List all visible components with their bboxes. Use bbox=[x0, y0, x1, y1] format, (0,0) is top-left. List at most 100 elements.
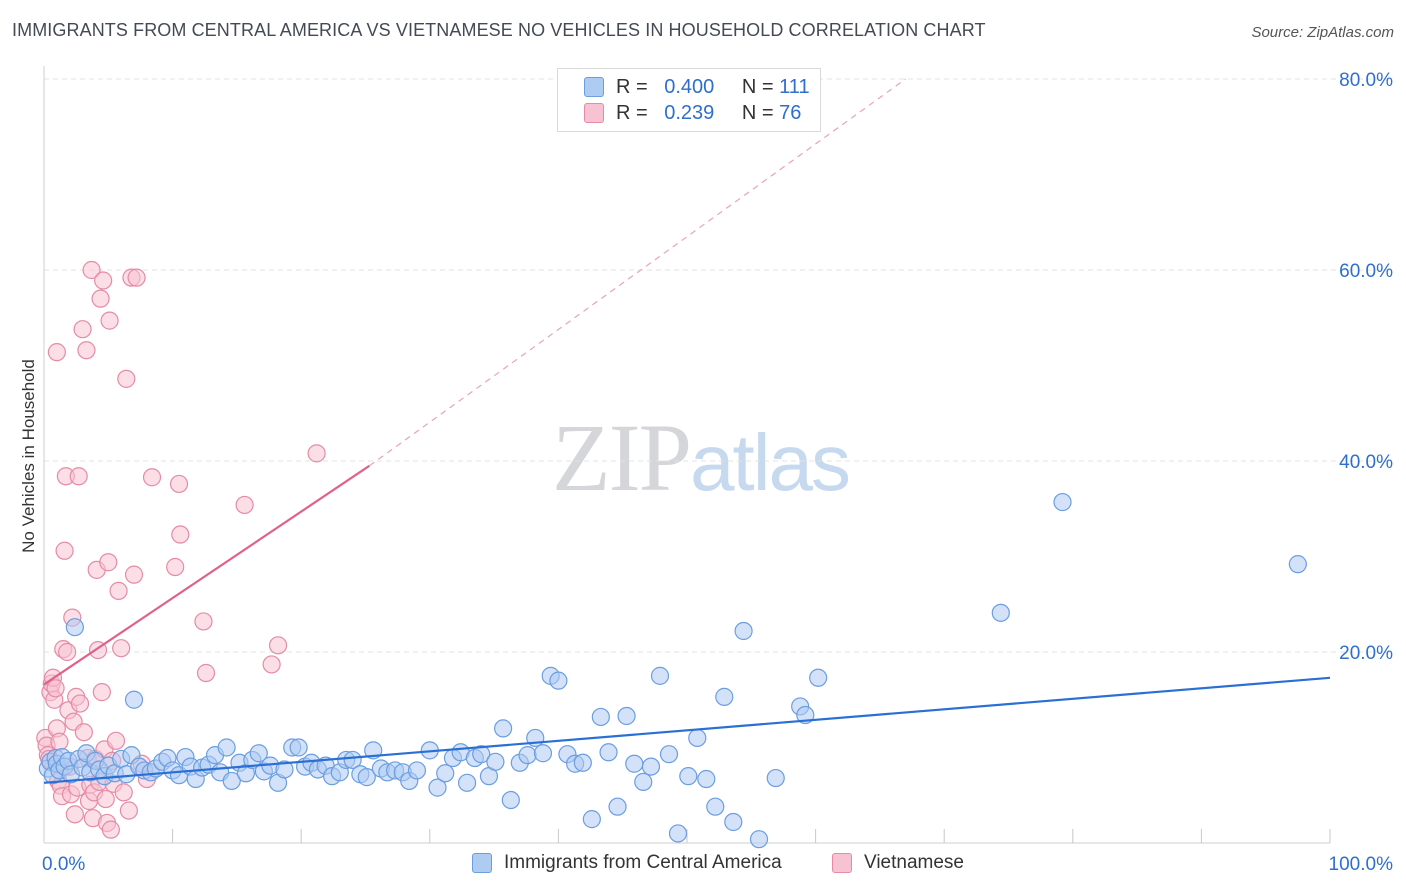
y-tick-label: 40.0% bbox=[1339, 452, 1393, 473]
central-america-point bbox=[217, 738, 236, 757]
vietnamese-point bbox=[194, 612, 213, 631]
central-america-point bbox=[222, 771, 241, 791]
central-america-point bbox=[124, 690, 144, 709]
legend-n-value: 111 bbox=[779, 75, 810, 98]
vietnamese-point bbox=[166, 557, 185, 577]
series-legend: Immigrants from Central America Vietname… bbox=[0, 852, 1406, 878]
legend-r-label: R = bbox=[616, 101, 648, 124]
central-america-point bbox=[501, 790, 520, 810]
series-legend-item-pink: Vietnamese bbox=[832, 852, 964, 874]
central-america-point bbox=[65, 618, 84, 637]
vietnamese-point bbox=[119, 801, 138, 820]
vietnamese-point bbox=[77, 341, 96, 360]
vietnamese-point bbox=[94, 271, 113, 290]
trend-layer bbox=[43, 78, 1331, 784]
legend-swatch-pink bbox=[584, 103, 604, 123]
series-legend-swatch-pink bbox=[832, 853, 852, 873]
central-america-point bbox=[641, 757, 661, 776]
vietnamese-point bbox=[92, 683, 111, 702]
vietnamese-point bbox=[47, 343, 66, 362]
central-america-point bbox=[608, 797, 627, 816]
vietnamese-point bbox=[268, 636, 288, 655]
vietnamese-trend-extension bbox=[369, 78, 906, 467]
points-layer bbox=[36, 260, 1307, 849]
vietnamese-point bbox=[50, 732, 69, 751]
vietnamese-point bbox=[124, 565, 144, 584]
vietnamese-point bbox=[235, 495, 254, 515]
central-america-point bbox=[599, 743, 618, 762]
vietnamese-point bbox=[169, 474, 189, 494]
central-america-point bbox=[659, 745, 679, 764]
legend-row-pink: R = 0.239 N = 76 bbox=[584, 101, 801, 125]
central-america-point bbox=[428, 778, 447, 797]
axes-layer bbox=[43, 66, 1331, 844]
central-america-point bbox=[518, 746, 537, 765]
central-america-point bbox=[249, 744, 268, 763]
vietnamese-point bbox=[100, 311, 119, 330]
central-america-point bbox=[573, 753, 592, 772]
chart-title: IMMIGRANTS FROM CENTRAL AMERICA VS VIETN… bbox=[12, 20, 986, 40]
legend-n-label: N = bbox=[741, 101, 774, 124]
vietnamese-point bbox=[127, 268, 146, 287]
central-america-point bbox=[357, 768, 376, 787]
central-america-point bbox=[809, 668, 828, 687]
x-tick-label: 100.0% bbox=[1329, 854, 1394, 875]
series-legend-swatch-blue bbox=[472, 853, 492, 873]
central-america-point bbox=[650, 666, 670, 685]
chart-source: Source: ZipAtlas.com bbox=[1251, 24, 1394, 41]
central-america-point bbox=[706, 797, 725, 816]
watermark-zip: ZIP bbox=[552, 404, 692, 511]
vietnamese-point bbox=[96, 789, 115, 809]
central-america-point bbox=[407, 761, 427, 780]
central-america-point bbox=[457, 773, 477, 792]
legend-n-label: N = bbox=[741, 75, 774, 98]
vietnamese-point bbox=[73, 320, 92, 339]
legend-r-value: 0.400 bbox=[664, 75, 715, 98]
x-tick-label: 0.0% bbox=[42, 854, 85, 875]
vietnamese-point bbox=[70, 694, 90, 713]
y-tick-label: 20.0% bbox=[1339, 643, 1393, 664]
legend-n-value: 76 bbox=[779, 101, 802, 124]
central-america-point bbox=[486, 752, 505, 771]
series-legend-label: Vietnamese bbox=[864, 852, 964, 873]
central-america-point bbox=[343, 750, 362, 770]
central-america-point bbox=[436, 764, 455, 783]
legend-row-blue: R = 0.400 N = 111 bbox=[584, 75, 810, 99]
watermark-atlas: atlas bbox=[690, 418, 851, 507]
central-america-point bbox=[697, 769, 716, 789]
central-america-trend-line bbox=[43, 676, 1331, 784]
central-america-point bbox=[1288, 555, 1307, 574]
central-america-point bbox=[549, 671, 568, 690]
central-america-point bbox=[289, 738, 308, 757]
central-america-point bbox=[734, 621, 753, 641]
vietnamese-point bbox=[46, 679, 65, 698]
y-axis-label: No Vehicles in Household bbox=[19, 359, 38, 553]
vietnamese-point bbox=[112, 639, 131, 658]
central-america-point bbox=[617, 706, 636, 726]
central-america-point bbox=[472, 745, 491, 764]
grid-layer bbox=[44, 78, 1393, 653]
y-tick-label: 60.0% bbox=[1339, 261, 1393, 282]
central-america-point bbox=[766, 768, 785, 788]
vietnamese-point bbox=[55, 541, 74, 560]
labels-layer: 20.0% 40.0% 60.0% 80.0% 0.0% 100.0% No Vehicle… bbox=[19, 70, 1393, 875]
vietnamese-point bbox=[82, 260, 101, 280]
central-america-point bbox=[724, 812, 743, 832]
central-america-point bbox=[715, 687, 734, 706]
y-tick-label: 80.0% bbox=[1339, 70, 1393, 91]
vietnamese-point bbox=[91, 289, 110, 308]
vietnamese-point bbox=[307, 444, 326, 463]
vietnamese-trend-line bbox=[43, 464, 370, 686]
vietnamese-point bbox=[171, 525, 190, 544]
vietnamese-point bbox=[262, 655, 281, 674]
vietnamese-point bbox=[65, 805, 84, 824]
legend-r-label: R = bbox=[616, 75, 648, 98]
central-america-point bbox=[991, 603, 1010, 622]
vietnamese-point bbox=[142, 468, 162, 487]
vietnamese-point bbox=[109, 581, 128, 600]
vietnamese-point bbox=[74, 723, 93, 742]
central-america-point bbox=[582, 810, 601, 829]
vietnamese-point bbox=[99, 553, 118, 572]
vietnamese-point bbox=[101, 820, 120, 839]
